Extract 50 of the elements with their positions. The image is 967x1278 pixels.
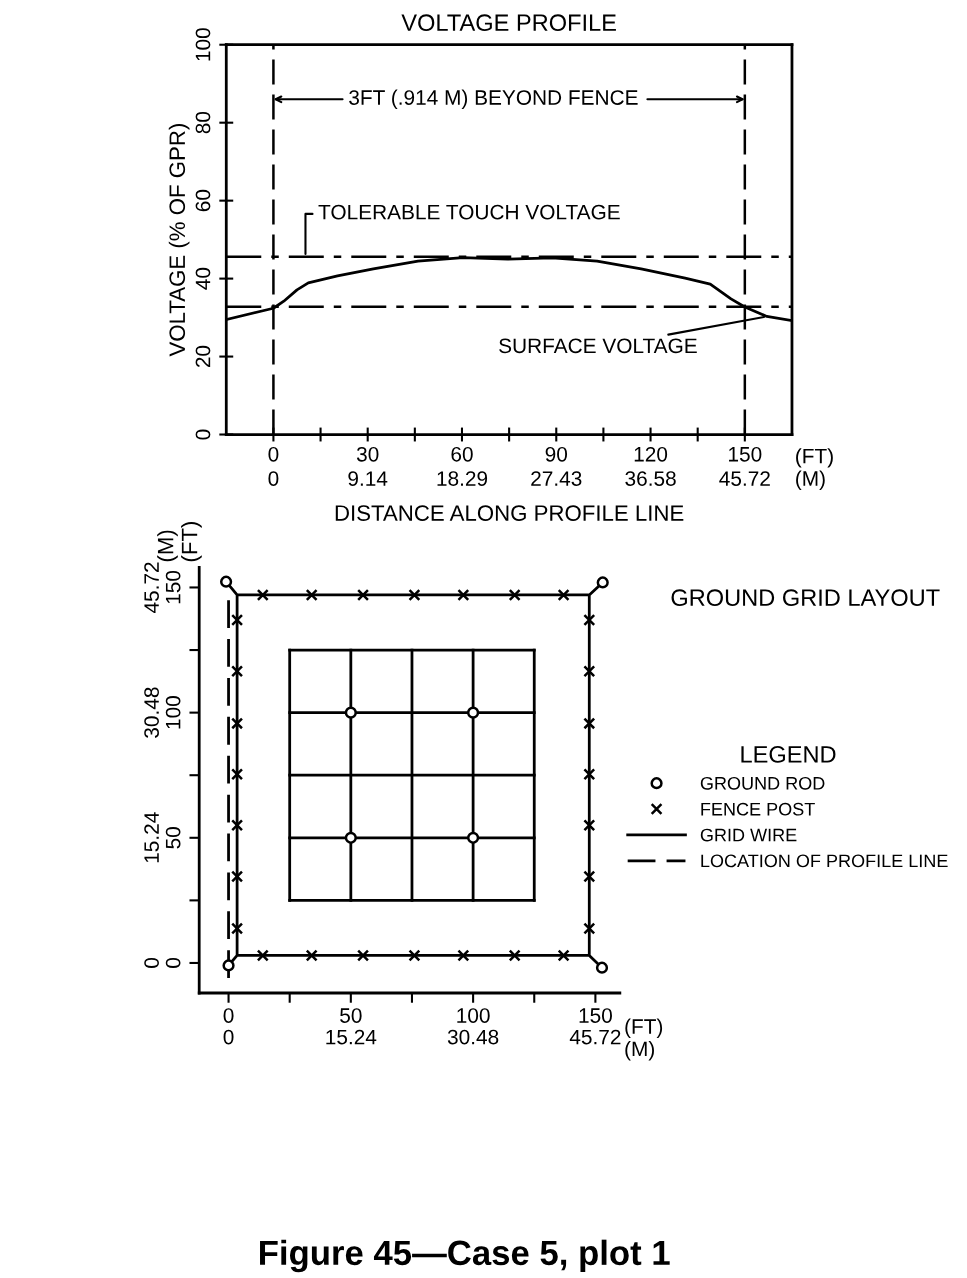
x2-tick-label: 27.43 — [531, 471, 582, 486]
x-tick-label: 30 — [356, 446, 379, 462]
y-tick-label: 50 — [165, 827, 181, 849]
y-tick-label: 100 — [195, 28, 211, 61]
y2-tick-label: 30.48 — [144, 687, 159, 738]
annotation: 3FT (.914 M) BEYOND FENCE — [349, 89, 638, 109]
x-tick-label: 0 — [223, 1008, 234, 1023]
x2-tick-label: 36.58 — [625, 471, 676, 486]
y-tick-label: 0 — [195, 429, 211, 440]
y-tick-label: 150 — [165, 570, 181, 604]
y-axis-title: VOLTAGE (% OF GPR) — [168, 124, 190, 357]
legend-label: FENCE POST — [701, 802, 815, 816]
x-axis-title: DISTANCE ALONG PROFILE LINE — [335, 505, 684, 521]
text: (FT) (M) — [796, 448, 833, 491]
legend-label: GROUND ROD — [700, 776, 825, 790]
legend-label: GRID WIRE — [700, 828, 797, 842]
y-tick-label: 100 — [165, 696, 181, 729]
x-tick-label: 0 — [268, 446, 279, 462]
text: (M) (FT) — [157, 521, 202, 562]
y-tick-label: 60 — [195, 189, 211, 212]
x2-tick-label: 15.24 — [326, 1029, 377, 1045]
chart-title: VOLTAGE PROFILE — [401, 14, 616, 32]
legend-label: LOCATION OF PROFILE LINE — [701, 854, 948, 868]
x-tick-label: 150 — [729, 446, 762, 462]
x2-tick-label: 9.14 — [348, 471, 388, 486]
text: (FT) (M) — [625, 1018, 663, 1061]
x-tick-label: 60 — [451, 446, 473, 462]
ref-line-label: TOLERABLE TOUCH VOLTAGE — [318, 204, 620, 220]
legend-title: LEGEND — [741, 746, 836, 763]
x2-tick-label: 0 — [223, 1029, 234, 1045]
x-tick-label: 50 — [340, 1008, 362, 1023]
x2-tick-label: 45.72 — [719, 471, 770, 486]
y2-tick-label: 45.72 — [144, 562, 159, 614]
x-tick-label: 90 — [545, 446, 568, 462]
x-tick-label: 120 — [634, 446, 668, 462]
y2-tick-label: 0 — [144, 957, 159, 968]
annotation: SURFACE VOLTAGE — [499, 338, 697, 354]
y-tick-label: 80 — [195, 111, 211, 134]
x2-tick-label: 30.48 — [447, 1029, 499, 1045]
caption: Figure 45—Case 5, plot 1 — [260, 1239, 670, 1273]
x-tick-label: 100 — [457, 1008, 490, 1023]
y2-tick-label: 15.24 — [144, 812, 159, 863]
x2-tick-label: 18.29 — [437, 471, 488, 486]
y-tick-label: 40 — [195, 267, 211, 290]
text: GROUND GRID LAYOUT — [671, 589, 940, 607]
x-tick-label: 150 — [579, 1008, 612, 1023]
x2-tick-label: 45.72 — [569, 1029, 621, 1045]
y-tick-label: 0 — [165, 957, 181, 968]
y-tick-label: 20 — [195, 345, 211, 368]
x2-tick-label: 0 — [268, 471, 279, 486]
